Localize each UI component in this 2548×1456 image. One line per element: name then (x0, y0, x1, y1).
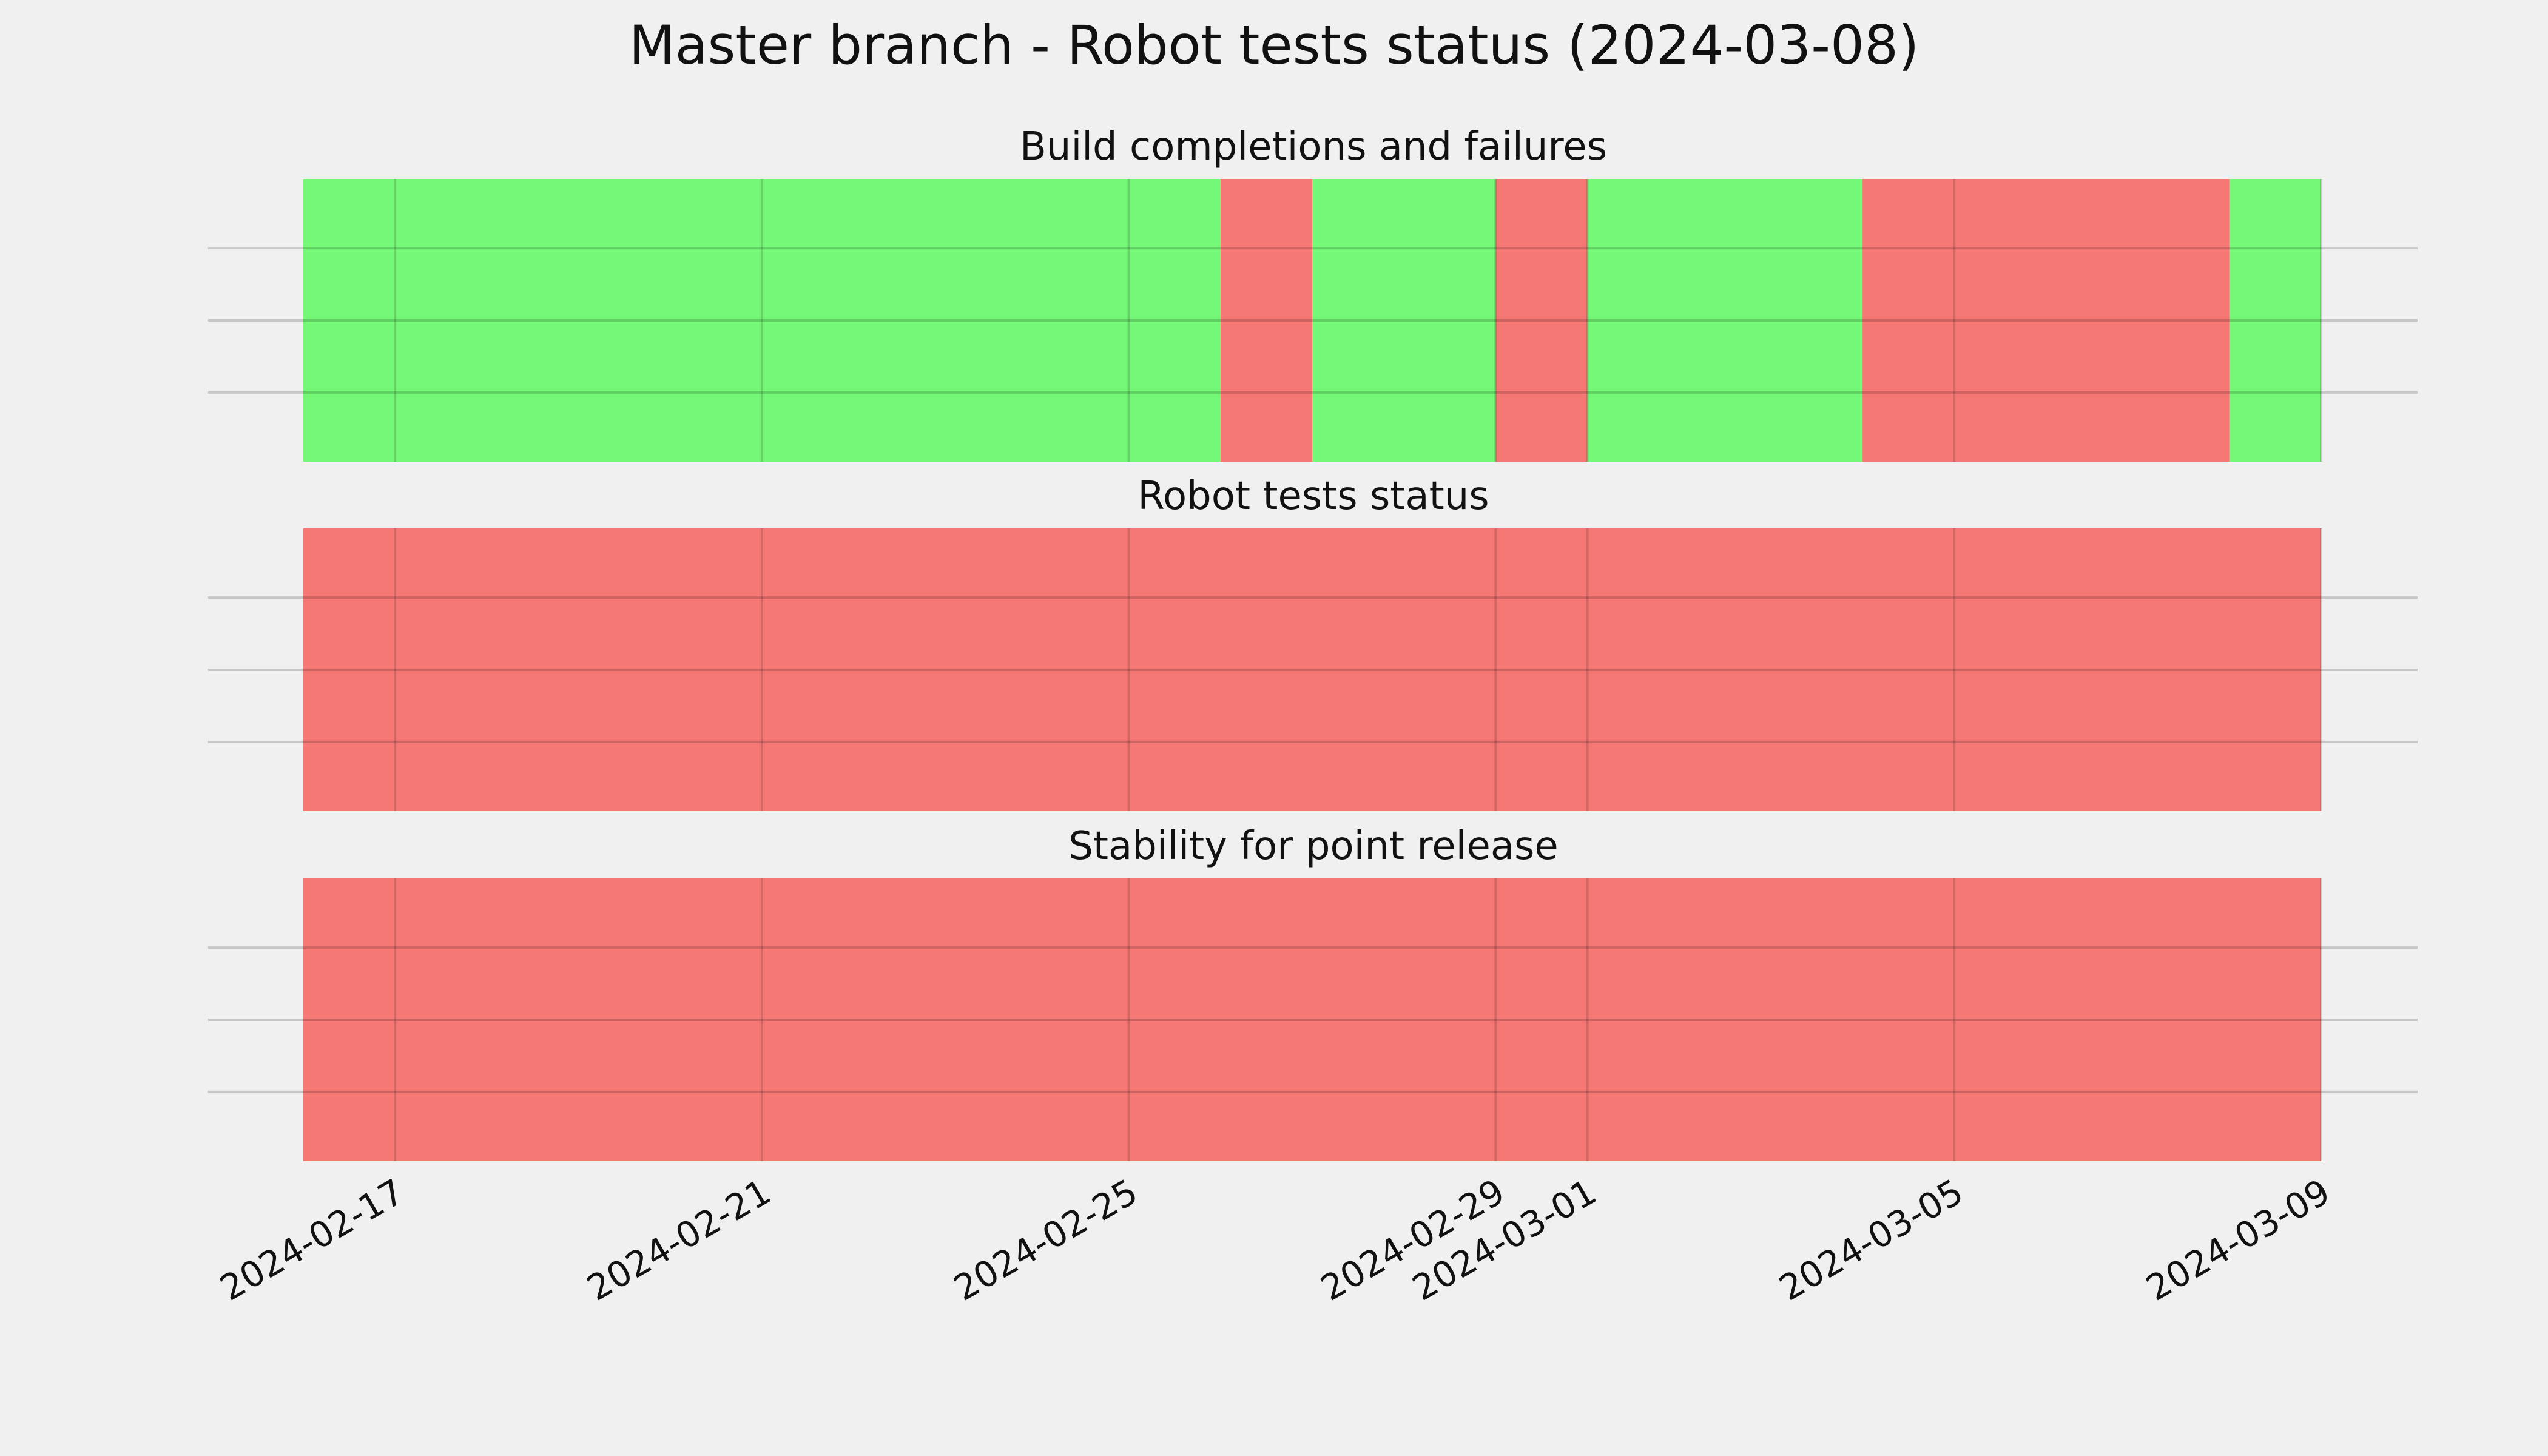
panel-3: Stability for point release (208, 824, 2418, 1161)
status-segment-pass (2229, 179, 2321, 462)
status-segment-fail (1862, 179, 2230, 462)
status-segment-fail (303, 878, 2321, 1161)
panel-title: Robot tests status (1138, 474, 1489, 519)
timeline-panels: Build completions and failures Robot test… (208, 124, 2418, 1161)
x-axis: 2024-02-17 2024-02-21 2024-02-25 2024-02-29… (213, 1171, 2337, 1309)
status-segment-pass (1312, 179, 1496, 462)
status-segment-fail (1220, 179, 1312, 462)
status-segment-pass (1587, 179, 1863, 462)
x-tick-label: 2024-02-17 (213, 1171, 411, 1309)
status-segment-pass (303, 179, 1221, 462)
panel-1: Build completions and failures (208, 124, 2418, 462)
x-tick-label: 2024-03-05 (1772, 1171, 1970, 1309)
panel-title: Stability for point release (1068, 824, 1559, 869)
x-tick-label: 2024-03-09 (2139, 1171, 2337, 1309)
x-tick-label: 2024-02-21 (580, 1171, 778, 1309)
figure-title: Master branch - Robot tests status (2024… (629, 14, 1919, 76)
status-segment-fail (1495, 179, 1588, 462)
status-segment-fail (303, 528, 2321, 811)
panel-title: Build completions and failures (1020, 124, 1607, 169)
x-tick-label: 2024-02-25 (947, 1171, 1145, 1309)
panel-2: Robot tests status (208, 474, 2418, 811)
